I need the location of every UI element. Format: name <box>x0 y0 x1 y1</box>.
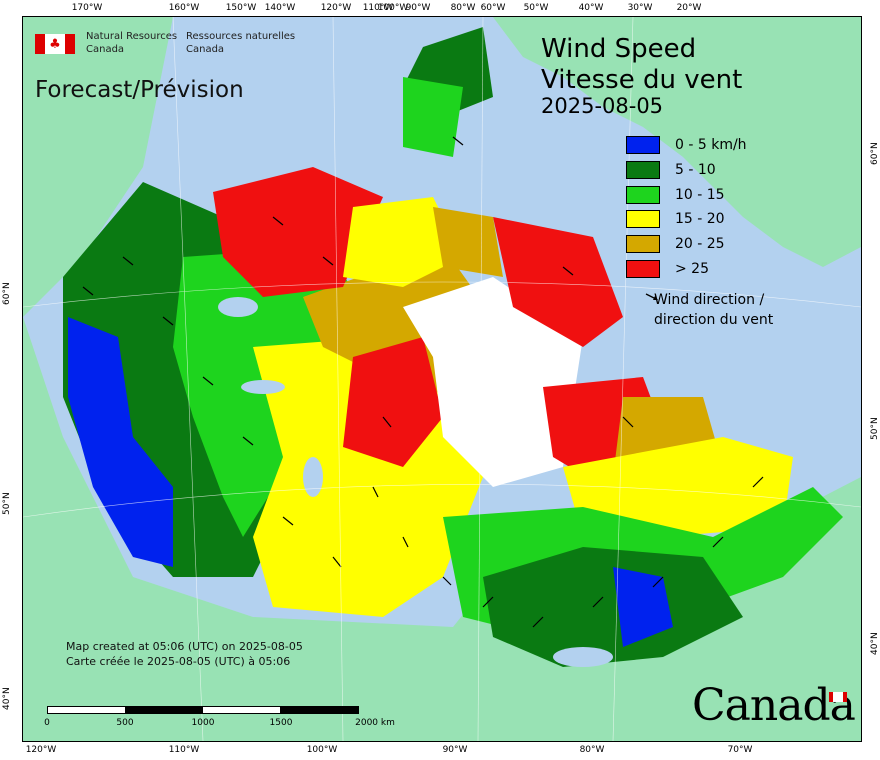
legend-item: 15 - 20 <box>626 209 725 229</box>
scale-label: 500 <box>116 718 134 728</box>
alaska-landmass <box>23 17 173 317</box>
lon-tick-top: 50°W <box>523 3 549 13</box>
lon-tick-bottom: 120°W <box>25 745 57 755</box>
lon-tick-top: 170°W <box>71 3 103 13</box>
legend-swatch <box>626 186 660 204</box>
map-created-note: Map created at 05:06 (UTC) on 2025-08-05… <box>66 640 303 668</box>
lon-tick-bottom: 110°W <box>168 745 200 755</box>
lon-tick-top: 40°W <box>578 3 604 13</box>
agency-name-fr: Ressources naturelles Canada <box>186 31 296 55</box>
lon-tick-bottom: 100°W <box>306 745 338 755</box>
lon-tick-top: 80°W <box>450 3 476 13</box>
zone-0-5-ontario <box>613 567 673 647</box>
map-frame: ♣ Natural Resources Canada Ressources na… <box>22 16 862 742</box>
legend-item: 20 - 25 <box>626 234 725 254</box>
title-fr: Vitesse du vent <box>541 65 743 95</box>
lat-tick-left: 40°N <box>2 687 12 710</box>
lon-tick-bottom: 80°W <box>579 745 605 755</box>
scale-label: 2000 km <box>355 718 395 728</box>
lon-tick-top: 90°W <box>405 3 431 13</box>
legend-swatch <box>626 136 660 154</box>
canada-flag-icon: ♣ <box>35 34 75 54</box>
lon-tick-top: 20°W <box>676 3 702 13</box>
zone-white-hudson-bay <box>403 277 583 487</box>
lon-tick-top: 30°W <box>627 3 653 13</box>
legend-swatch <box>626 260 660 278</box>
legend-label: 0 - 5 km/h <box>675 137 747 153</box>
legend-swatch <box>626 210 660 228</box>
legend-label: 20 - 25 <box>675 236 725 252</box>
lon-tick-top: 60°W <box>480 3 506 13</box>
forecast-label: Forecast/Prévision <box>35 77 244 103</box>
legend-label: 15 - 20 <box>675 211 725 227</box>
legend-label: 10 - 15 <box>675 187 725 203</box>
lake-superior <box>553 647 613 667</box>
scale-label: 1000 <box>191 718 215 728</box>
lon-tick-bottom: 90°W <box>442 745 468 755</box>
zone-0-5-west <box>68 317 173 567</box>
map-date: 2025-08-05 <box>541 94 664 118</box>
zone-10-15-arctic <box>403 77 463 157</box>
zone-15-20-islands <box>343 197 463 287</box>
wind-speed-map <box>23 17 861 741</box>
lat-tick-left: 60°N <box>2 282 12 305</box>
wind-arrows <box>82 136 764 628</box>
wind-direction-label: Wind direction / direction du vent <box>654 292 774 328</box>
zone-5-10-ontario <box>483 547 743 667</box>
lat-tick-right: 50°N <box>870 417 880 440</box>
lon-tick-bottom: 70°W <box>727 745 753 755</box>
legend-item: > 25 <box>626 259 709 279</box>
lon-tick-top: 120°W <box>320 3 352 13</box>
legend-item: 5 - 10 <box>626 160 716 180</box>
lat-tick-right: 60°N <box>870 142 880 165</box>
lake-winnipeg <box>303 457 323 497</box>
wordmark-flag-icon <box>829 692 847 702</box>
legend-item: 0 - 5 km/h <box>626 135 747 155</box>
agency-name-en: Natural Resources Canada <box>86 31 178 55</box>
lon-tick-top: 150°W <box>225 3 257 13</box>
scale-label: 1500 <box>269 718 293 728</box>
scale-label: 0 <box>44 718 50 728</box>
legend-swatch <box>626 161 660 179</box>
great-bear-lake <box>218 297 258 317</box>
zone-gt25-arctic <box>213 167 383 297</box>
lon-tick-top: 100°W <box>377 3 409 13</box>
lat-tick-left: 50°N <box>2 492 12 515</box>
lon-tick-top: 110°W <box>362 3 394 13</box>
greenland-landmass <box>493 17 861 267</box>
zone-20-25-islands <box>433 207 503 277</box>
scale-bar <box>47 706 359 714</box>
title-en: Wind Speed <box>541 34 697 64</box>
lon-tick-top: 140°W <box>264 3 296 13</box>
lon-tick-top: 160°W <box>168 3 200 13</box>
legend-label: 5 - 10 <box>675 162 716 178</box>
legend-label: > 25 <box>675 261 709 277</box>
legend-swatch <box>626 235 660 253</box>
canada-wordmark: Canada <box>692 680 856 731</box>
zone-gt25-east <box>493 217 623 347</box>
lat-tick-right: 40°N <box>870 632 880 655</box>
great-slave-lake <box>241 380 285 394</box>
wind-direction-arrow-icon <box>645 293 658 300</box>
legend-item: 10 - 15 <box>626 185 725 205</box>
zone-gt25-hudson <box>343 337 443 467</box>
map-title: Wind Speed Vitesse du vent <box>541 34 742 96</box>
